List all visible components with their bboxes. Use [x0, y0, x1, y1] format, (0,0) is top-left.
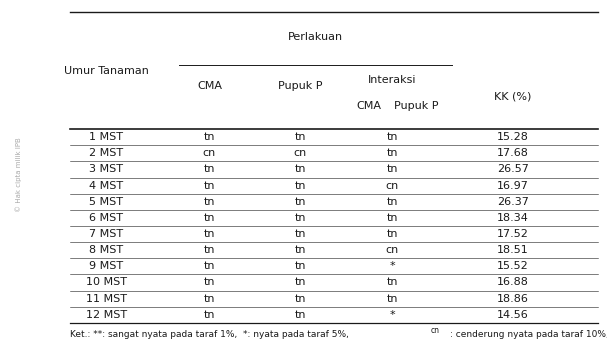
Text: tn: tn: [387, 197, 398, 207]
Text: tn: tn: [387, 148, 398, 158]
Text: 9 MST: 9 MST: [89, 261, 123, 271]
Text: Perlakuan: Perlakuan: [288, 32, 343, 42]
Text: tn: tn: [204, 294, 215, 304]
Text: tn: tn: [204, 164, 215, 174]
Text: 14.56: 14.56: [497, 310, 529, 320]
Text: Umur Tanaman: Umur Tanaman: [64, 66, 149, 76]
Text: 3 MST: 3 MST: [89, 164, 123, 174]
Text: *: *: [389, 310, 395, 320]
Text: tn: tn: [295, 213, 306, 223]
Text: tn: tn: [204, 213, 215, 223]
Text: cn: cn: [385, 245, 399, 255]
Text: 18.86: 18.86: [497, 294, 529, 304]
Text: tn: tn: [387, 229, 398, 239]
Text: 10 MST: 10 MST: [86, 277, 127, 288]
Text: cn: cn: [203, 148, 216, 158]
Text: cn: cn: [385, 181, 399, 191]
Text: tn: tn: [387, 277, 398, 288]
Text: 6 MST: 6 MST: [89, 213, 123, 223]
Text: 18.34: 18.34: [497, 213, 529, 223]
Text: tn: tn: [204, 261, 215, 271]
Text: CMA: CMA: [356, 102, 381, 111]
Text: : cenderung nyata pada taraf 10%,: : cenderung nyata pada taraf 10%,: [450, 330, 607, 339]
Text: 18.51: 18.51: [497, 245, 529, 255]
Text: tn: tn: [387, 132, 398, 142]
Text: cn: cn: [431, 326, 440, 335]
Text: tn: tn: [204, 197, 215, 207]
Text: 16.88: 16.88: [497, 277, 529, 288]
Text: 17.68: 17.68: [497, 148, 529, 158]
Text: cn: cn: [294, 148, 307, 158]
Text: 5 MST: 5 MST: [89, 197, 123, 207]
Text: 26.37: 26.37: [497, 197, 529, 207]
Text: 15.52: 15.52: [497, 261, 529, 271]
Text: Pupuk P: Pupuk P: [393, 102, 438, 111]
Text: tn: tn: [204, 181, 215, 191]
Text: tn: tn: [295, 294, 306, 304]
Text: tn: tn: [204, 277, 215, 288]
Text: tn: tn: [295, 229, 306, 239]
Text: tn: tn: [204, 245, 215, 255]
Text: 12 MST: 12 MST: [86, 310, 127, 320]
Text: 8 MST: 8 MST: [89, 245, 123, 255]
Text: 4 MST: 4 MST: [89, 181, 123, 191]
Text: tn: tn: [204, 310, 215, 320]
Text: *: *: [389, 261, 395, 271]
Text: 16.97: 16.97: [497, 181, 529, 191]
Text: tn: tn: [387, 213, 398, 223]
Text: tn: tn: [295, 277, 306, 288]
Text: Interaksi: Interaksi: [368, 75, 416, 85]
Text: KK (%): KK (%): [494, 92, 532, 102]
Text: 2 MST: 2 MST: [89, 148, 123, 158]
Text: tn: tn: [387, 164, 398, 174]
Text: tn: tn: [204, 229, 215, 239]
Text: 11 MST: 11 MST: [86, 294, 127, 304]
Text: 15.28: 15.28: [497, 132, 529, 142]
Text: tn: tn: [295, 261, 306, 271]
Text: tn: tn: [295, 245, 306, 255]
Text: tn: tn: [295, 132, 306, 142]
Text: 26.57: 26.57: [497, 164, 529, 174]
Text: 17.52: 17.52: [497, 229, 529, 239]
Text: tn: tn: [295, 181, 306, 191]
Text: 1 MST: 1 MST: [89, 132, 123, 142]
Text: Ket.: **: sangat nyata pada taraf 1%,  *: nyata pada taraf 5%,: Ket.: **: sangat nyata pada taraf 1%, *:…: [70, 330, 354, 339]
Text: tn: tn: [295, 164, 306, 174]
Text: CMA: CMA: [197, 81, 222, 90]
Text: tn: tn: [387, 294, 398, 304]
Text: 7 MST: 7 MST: [89, 229, 123, 239]
Text: tn: tn: [204, 132, 215, 142]
Text: tn: tn: [295, 310, 306, 320]
Text: Pupuk P: Pupuk P: [278, 81, 323, 90]
Text: tn: tn: [295, 197, 306, 207]
Text: © Hak cipta milik IPB: © Hak cipta milik IPB: [15, 137, 21, 212]
